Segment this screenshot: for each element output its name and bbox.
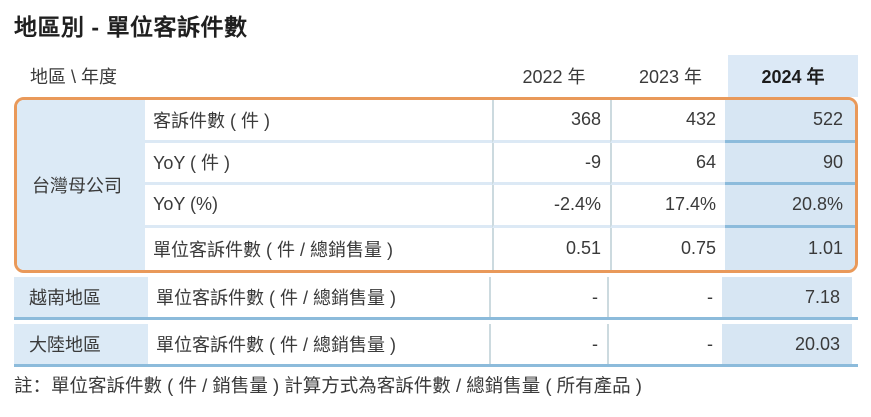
value-cell-2023: - bbox=[607, 324, 722, 364]
table-header-row: 地區 \ 年度 2022 年 2023 年 2024 年 bbox=[14, 55, 858, 97]
value-cell-2023: 64 bbox=[610, 142, 725, 185]
corner-label: 地區 \ 年度 bbox=[30, 67, 118, 87]
value-cell-2022: 0.51 bbox=[492, 227, 610, 270]
year-header-2024: 2024 年 bbox=[728, 55, 858, 97]
region-cell-china: 大陸地區 bbox=[14, 324, 148, 364]
metric-cell: YoY (%) bbox=[145, 185, 492, 228]
complaints-table: 地區 \ 年度 2022 年 2023 年 2024 年 台灣母公司 客訴件數 … bbox=[14, 55, 858, 367]
taiwan-highlight-group: 台灣母公司 客訴件數 ( 件 ) 368 432 522 YoY ( 件 ) -… bbox=[14, 97, 858, 273]
value-cell-2023: 17.4% bbox=[610, 185, 725, 228]
metric-cell: 單位客訴件數 ( 件 / 總銷售量 ) bbox=[156, 288, 396, 308]
value-cell-2024: 1.01 bbox=[725, 227, 855, 270]
metric-cell: YoY ( 件 ) bbox=[145, 143, 492, 185]
value-cell-2023: 432 bbox=[610, 100, 725, 143]
metric-cell: 客訴件數 ( 件 ) bbox=[145, 100, 492, 143]
metric-cell: 單位客訴件數 ( 件 / 總銷售量 ) bbox=[153, 239, 393, 260]
value-cell-2024: 7.18 bbox=[722, 277, 852, 317]
value-cell-2024: 90 bbox=[725, 142, 855, 185]
value-cell-2024: 20.8% bbox=[725, 185, 855, 228]
footnote: 註：單位客訴件數 ( 件 / 銷售量 ) 計算方式為客訴件數 / 總銷售量 ( … bbox=[14, 375, 642, 396]
metric-cell: 單位客訴件數 ( 件 / 總銷售量 ) bbox=[156, 335, 396, 355]
value-cell-2022: 368 bbox=[492, 100, 610, 143]
value-cell-2022: - bbox=[489, 324, 607, 364]
table-row-vietnam: 越南地區 單位客訴件數 ( 件 / 總銷售量 ) - - 7.18 bbox=[14, 277, 858, 320]
page-title: 地區別 - 單位客訴件數 bbox=[14, 14, 248, 40]
value-cell-2022: -9 bbox=[492, 142, 610, 185]
table-row-china: 大陸地區 單位客訴件數 ( 件 / 總銷售量 ) - - 20.03 bbox=[14, 324, 858, 367]
value-cell-2023: 0.75 bbox=[610, 227, 725, 270]
region-cell-taiwan: 台灣母公司 bbox=[17, 100, 145, 270]
region-cell-vietnam: 越南地區 bbox=[14, 277, 148, 317]
value-cell-2022: - bbox=[489, 277, 607, 317]
value-cell-2024: 522 bbox=[725, 100, 855, 143]
value-cell-2023: - bbox=[607, 277, 722, 317]
year-header-2022: 2022 年 bbox=[522, 67, 586, 87]
value-cell-2024: 20.03 bbox=[722, 324, 852, 364]
year-header-2023: 2023 年 bbox=[638, 67, 703, 87]
value-cell-2022: -2.4% bbox=[492, 185, 610, 228]
